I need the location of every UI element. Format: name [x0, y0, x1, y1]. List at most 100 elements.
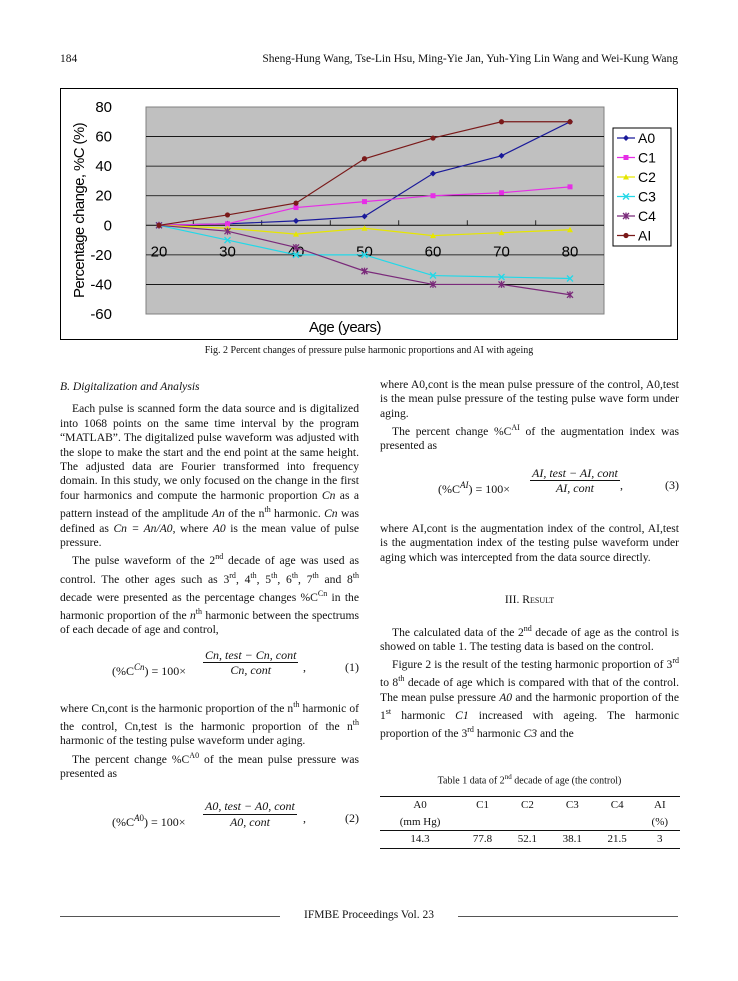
series-point [430, 135, 436, 141]
table-unit [460, 814, 505, 831]
paragraph: where AI,cont is the augmentation index … [380, 521, 679, 564]
series-point [498, 273, 505, 281]
series-point [623, 155, 629, 160]
y-tick-label: 80 [95, 99, 112, 116]
series-point [361, 251, 368, 259]
series-point [430, 193, 436, 199]
table-header: C1 [476, 799, 489, 812]
table-unit [595, 814, 640, 831]
table-header: C3 [565, 799, 579, 812]
legend-item: AI [617, 228, 651, 244]
legend-item: C3 [617, 189, 656, 205]
x-tick-label: 40 [288, 243, 305, 260]
series-point [429, 280, 437, 288]
series-point [361, 225, 368, 231]
series-point [361, 213, 368, 220]
y-axis-label: Percentage change, %C (%) [71, 122, 88, 298]
table-cell: 77.8 [472, 833, 493, 846]
series-point [498, 280, 505, 288]
legend-item: A0 [617, 130, 655, 146]
series-ai [156, 119, 573, 228]
table-cell: 3 [657, 833, 663, 846]
equation-denominator: A0, cont [229, 814, 270, 829]
x-tick-label: 60 [425, 243, 442, 260]
series-point [622, 193, 630, 200]
legend-label: C4 [638, 208, 656, 224]
equation-lhs: (%CAI) = 100× [438, 479, 511, 496]
y-tick-label: 60 [95, 129, 112, 146]
legend-box [612, 127, 672, 247]
series-point [361, 156, 368, 162]
series-point [225, 221, 230, 227]
series-point [293, 217, 299, 224]
equation-lhs: (%CCn) = 100× [112, 661, 187, 678]
y-tick-label: -60 [90, 306, 112, 323]
table-header: C2 [521, 799, 534, 812]
series-point [430, 170, 436, 177]
series-point [623, 135, 629, 141]
table-cell: 52.1 [517, 833, 538, 846]
legend-label: C3 [638, 189, 656, 205]
table-cell: 21.5 [607, 833, 627, 846]
series-point [499, 190, 504, 196]
paragraph: Figure 2 is the result of the testing ha… [380, 656, 680, 741]
left-column: B. Digitalization and Analysis Each puls… [60, 380, 359, 841]
legend-label: AI [638, 228, 651, 244]
y-tick-label: 20 [95, 188, 112, 205]
x-tick-label: 20 [151, 243, 168, 260]
series-point [292, 243, 300, 251]
legend-label: C1 [638, 150, 656, 166]
table-header: AI [654, 799, 666, 812]
y-tick-label: -40 [90, 276, 112, 293]
paragraph: The calculated data of the 2nd decade of… [380, 623, 679, 653]
x-tick-label: 70 [493, 243, 510, 260]
series-point [622, 212, 630, 220]
paragraph: The percent change %CA0 of the mean puls… [60, 750, 359, 780]
legend-item: C1 [617, 150, 656, 166]
table-1: A0 C1 C2 C3 C4 AI (mm Hg) (%) 14.3 77.8 … [380, 796, 680, 849]
section-heading-result: III. Result [504, 593, 555, 607]
series-point [362, 199, 367, 205]
equation-denominator: Cn, cont [230, 663, 272, 678]
table-1-caption: Table 1 data of 2nd decade of age (the c… [437, 772, 622, 786]
series-point [293, 200, 299, 206]
legend-label: C2 [638, 169, 656, 185]
table-cell: 38.1 [562, 833, 582, 846]
table-unit [550, 814, 595, 831]
x-tick-label: 80 [562, 243, 579, 260]
equation-numerator: A0, test − A0, cont [203, 799, 297, 815]
series-point [623, 174, 629, 180]
series-point [293, 205, 299, 211]
figure-caption: Fig. 2 Percent changes of pressure pulse… [204, 345, 534, 356]
table-unit: (mm Hg) [399, 815, 441, 828]
series-point [293, 231, 299, 237]
legend-item: C2 [617, 169, 656, 185]
series-point [361, 267, 368, 275]
equation-2: (%CA0) = 100× A0, test − A0, cont A0, co… [112, 799, 359, 830]
x-tick-label: 50 [356, 243, 373, 260]
paragraph: The pulse waveform of the 2nd decade of … [60, 552, 360, 637]
paragraph: where A0,cont is the mean pulse pressure… [380, 378, 679, 420]
series-point [566, 291, 574, 299]
y-tick-label: -20 [90, 247, 112, 264]
series-point [498, 229, 505, 236]
page-number: 184 [60, 53, 78, 65]
table-unit [505, 814, 550, 831]
series-point [224, 236, 231, 244]
equation-denominator: AI, cont [555, 481, 594, 496]
series-point [430, 232, 436, 239]
equation-numerator: AI, test − AI, cont [530, 465, 620, 482]
equation-label: (3) [665, 477, 679, 492]
equation-numerator: Cn, test − Cn, cont [203, 647, 299, 664]
series-point [224, 227, 231, 235]
series-point [567, 119, 573, 125]
paragraph: where Cn,cont is the harmonic proportion… [60, 699, 359, 748]
table-header: C4 [610, 799, 624, 812]
legend-item: C4 [617, 208, 656, 224]
footer-text: IFMBE Proceedings Vol. 23 [304, 909, 434, 921]
footer: IFMBE Proceedings Vol. 23 [60, 909, 678, 921]
paragraph: Each pulse is scanned form the data sour… [60, 402, 360, 549]
table-cell: 14.3 [410, 833, 430, 846]
series-point [567, 184, 573, 190]
series-point [224, 212, 231, 218]
